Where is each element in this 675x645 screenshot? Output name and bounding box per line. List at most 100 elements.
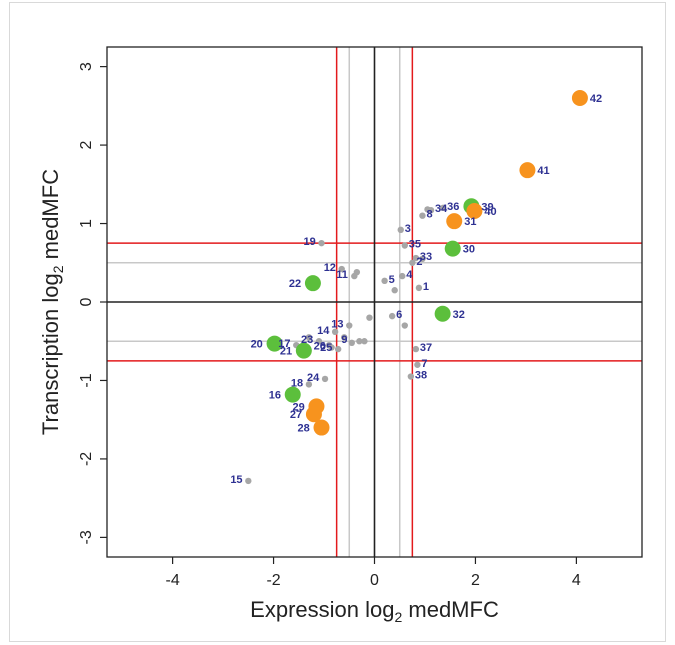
data-label-15: 15: [230, 474, 242, 486]
data-point-21: [295, 342, 312, 359]
data-point-9: [356, 338, 363, 345]
data-point-6: [388, 312, 396, 320]
x-axis: -4 -2 0 2 4: [165, 557, 581, 589]
data-point-40: [466, 202, 483, 219]
data-label-35: 35: [409, 239, 421, 251]
y-axis: -3 -2 -1 0 1 2 3: [78, 62, 107, 545]
y-tick-label: 0: [78, 297, 95, 306]
data-point-gray: [361, 338, 368, 345]
data-label-22: 22: [289, 278, 301, 290]
data-label-31: 31: [464, 216, 476, 228]
data-point-25: [334, 345, 342, 353]
data-label-29: 29: [292, 401, 304, 413]
data-label-17: 17: [278, 338, 290, 350]
data-point-36: [439, 204, 447, 212]
data-point-gray: [341, 334, 348, 341]
data-label-12: 12: [324, 262, 336, 274]
figure-frame: [9, 2, 666, 642]
data-label-5: 5: [389, 274, 395, 286]
x-tick-label: -4: [165, 572, 179, 589]
data-point-15: [245, 477, 252, 485]
data-point-42: [571, 90, 588, 106]
data-point-23: [315, 338, 323, 345]
data-label-38: 38: [415, 370, 427, 382]
y-tick-label: 1: [78, 219, 95, 228]
data-point-37: [412, 345, 420, 353]
data-point-gray: [366, 314, 373, 321]
data-point-2: [409, 259, 416, 266]
data-point-31: [446, 213, 463, 230]
data-label-34: 34: [435, 203, 448, 215]
data-point-gray: [419, 255, 426, 263]
data-label-41: 41: [537, 165, 549, 177]
data-label-18: 18: [291, 377, 303, 389]
y-axis-title: Transcription log2 medMFC: [38, 169, 66, 435]
data-point-gray: [401, 322, 408, 329]
data-label-23: 23: [301, 334, 313, 346]
y-tick-label: 3: [78, 62, 95, 71]
data-label-11: 11: [336, 269, 348, 281]
data-label-25: 25: [320, 342, 332, 354]
y-tick-label: -3: [78, 530, 95, 544]
data-point-34: [427, 207, 435, 214]
data-point-gray: [391, 287, 398, 294]
data-point-gray: [305, 334, 313, 341]
x-tick-label: -2: [266, 572, 280, 589]
y-tick-label: -1: [78, 373, 95, 387]
data-label-36: 36: [447, 201, 459, 213]
data-label-26: 26: [314, 341, 326, 353]
data-label-9: 9: [341, 334, 347, 346]
data-point-16: [284, 386, 301, 403]
data-point-3: [397, 226, 404, 234]
data-label-24: 24: [307, 372, 320, 384]
data-label-16: 16: [269, 390, 281, 402]
data-label-1: 1: [423, 281, 429, 293]
x-tick-label: 4: [572, 572, 581, 589]
data-label-21: 21: [280, 346, 292, 358]
data-point-13: [346, 322, 353, 329]
points-layer: [245, 90, 588, 485]
data-label-39: 39: [481, 201, 493, 213]
data-label-2: 2: [416, 256, 422, 268]
data-point-18: [305, 381, 313, 388]
data-label-13: 13: [331, 319, 343, 331]
data-point-30: [444, 240, 461, 257]
data-label-3: 3: [405, 223, 411, 235]
data-point-20: [266, 335, 283, 352]
data-point-22: [304, 275, 321, 292]
data-point-24: [321, 375, 329, 383]
data-point-19: [318, 239, 325, 247]
data-point-11: [351, 272, 358, 280]
data-label-8: 8: [426, 209, 432, 221]
data-label-19: 19: [304, 236, 316, 248]
data-label-37: 37: [420, 342, 432, 354]
data-point-28: [313, 419, 330, 436]
data-point-32: [434, 305, 451, 322]
data-point-26: [328, 344, 335, 351]
data-point-14: [331, 328, 339, 336]
data-point-gray: [348, 339, 355, 346]
reference-lines: [107, 47, 642, 557]
data-point-41: [519, 162, 536, 179]
y-tick-label: -2: [78, 452, 95, 466]
data-point-8: [419, 212, 426, 219]
data-point-12: [338, 265, 345, 273]
x-tick-label: 2: [471, 572, 480, 589]
data-point-7: [414, 361, 421, 368]
data-label-32: 32: [453, 309, 465, 321]
data-label-6: 6: [396, 309, 402, 321]
data-label-14: 14: [317, 325, 330, 337]
y-tick-label: 2: [78, 141, 95, 150]
data-label-33: 33: [420, 251, 432, 263]
data-label-4: 4: [406, 269, 413, 281]
data-label-27: 27: [290, 409, 302, 421]
data-label-30: 30: [463, 244, 475, 256]
data-point-33: [412, 254, 420, 262]
data-point-29: [308, 398, 325, 415]
data-label-7: 7: [421, 358, 427, 370]
data-label-40: 40: [484, 206, 496, 218]
data-point-38: [407, 373, 415, 380]
data-point-1: [415, 284, 423, 292]
data-point-4: [399, 272, 406, 280]
